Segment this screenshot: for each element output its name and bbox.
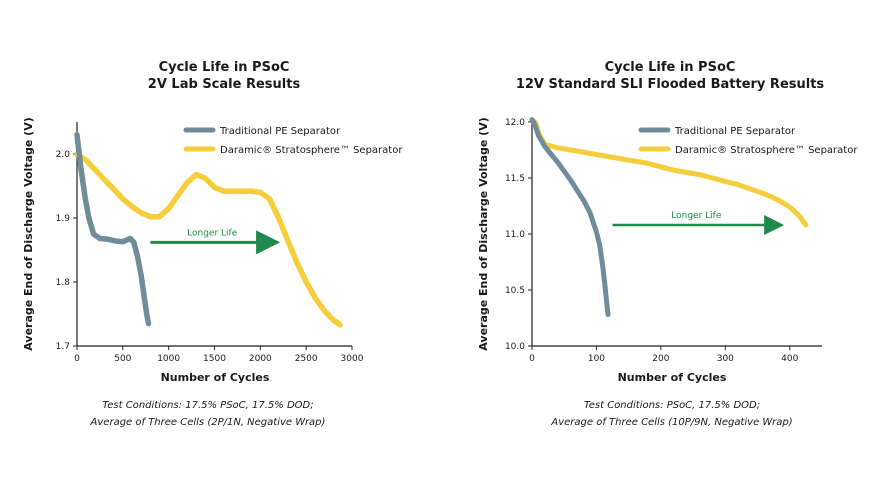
x-tick-label: 1500 — [203, 354, 226, 364]
y-tick-label: 1.9 — [56, 214, 71, 224]
x-tick-label: 2000 — [249, 354, 272, 364]
y-tick-label: 11.0 — [505, 230, 525, 240]
x-tick-label: 1000 — [157, 354, 180, 364]
y-tick-label: 10.0 — [505, 342, 525, 352]
y-tick-label: 1.7 — [56, 342, 70, 352]
longer-life-annotation: Longer Life — [150, 228, 281, 255]
x-tick-label: 400 — [781, 354, 798, 364]
x-tick-label: 0 — [529, 354, 535, 364]
test-conditions-line-1: Test Conditions: PSoC, 17.5% DOD; — [584, 400, 760, 411]
x-tick-label: 500 — [114, 354, 131, 364]
x-axis-label: Number of Cycles — [618, 371, 727, 384]
chart-left: Cycle Life in PSoC 2V Lab Scale Results … — [22, 60, 403, 428]
x-tick-label: 100 — [588, 354, 605, 364]
chart-title-line-1: Cycle Life in PSoC — [605, 60, 736, 75]
y-tick-label: 10.5 — [505, 286, 525, 296]
longer-life-label: Longer Life — [671, 211, 722, 221]
longer-life-label: Longer Life — [187, 228, 238, 238]
chart-right: Cycle Life in PSoC 12V Standard SLI Floo… — [477, 60, 858, 428]
y-tick-label: 12.0 — [505, 118, 525, 128]
test-conditions-line-1: Test Conditions: 17.5% PSoC, 17.5% DOD; — [102, 400, 313, 411]
series-line-stratosphere — [74, 151, 343, 328]
x-axis-label: Number of Cycles — [161, 371, 270, 384]
chart-title-line-2: 2V Lab Scale Results — [148, 77, 301, 92]
series-line-pe — [529, 117, 611, 318]
series-line-stratosphere — [529, 117, 809, 228]
test-conditions-line-2: Average of Three Cells (10P/9N, Negative… — [550, 417, 792, 428]
chart-title-line-2: 12V Standard SLI Flooded Battery Results — [516, 77, 825, 92]
x-tick-label: 0 — [74, 354, 80, 364]
legend-label-stratosphere: Daramic® Stratosphere™ Separator — [220, 145, 403, 156]
series-line-pe — [74, 132, 152, 327]
legend-label-stratosphere: Daramic® Stratosphere™ Separator — [675, 145, 858, 156]
y-tick-label: 1.8 — [56, 278, 71, 288]
y-tick-label: 2.0 — [56, 150, 71, 160]
legend: Traditional PE Separator Daramic® Strato… — [638, 126, 858, 156]
x-tick-label: 2500 — [295, 354, 318, 364]
chart-title-line-1: Cycle Life in PSoC — [159, 60, 290, 75]
y-axis-label: Average End of Discharge Voltage (V) — [477, 117, 490, 350]
legend-label-pe: Traditional PE Separator — [219, 126, 341, 137]
x-tick-label: 300 — [717, 354, 734, 364]
longer-life-annotation: Longer Life — [612, 211, 785, 236]
legend: Traditional PE Separator Daramic® Strato… — [183, 126, 403, 156]
y-axis-label: Average End of Discharge Voltage (V) — [22, 117, 35, 350]
x-tick-label: 3000 — [341, 354, 364, 364]
test-conditions-line-2: Average of Three Cells (2P/1N, Negative … — [90, 417, 326, 428]
legend-label-pe: Traditional PE Separator — [674, 126, 796, 137]
y-tick-label: 11.5 — [505, 174, 525, 184]
x-tick-label: 200 — [652, 354, 669, 364]
